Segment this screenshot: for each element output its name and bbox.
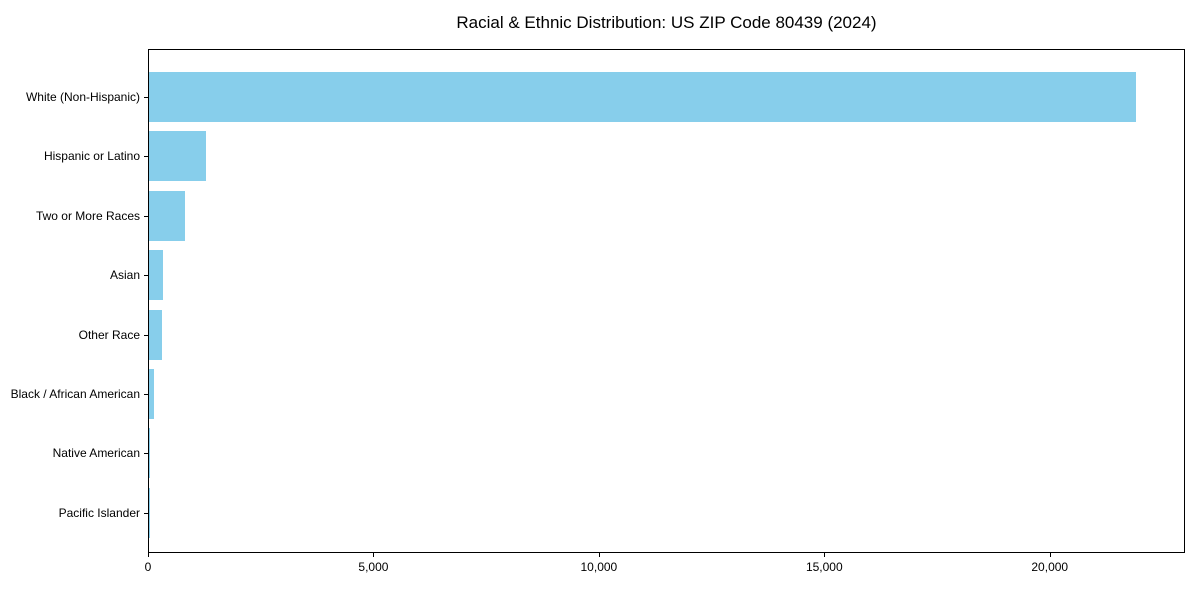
y-tick-label: White (Non-Hispanic) <box>25 90 140 104</box>
y-tick-mark <box>144 275 148 277</box>
x-tick-label: 0 <box>144 560 152 574</box>
bar-asian <box>149 250 163 301</box>
y-tick-label: Two or More Races <box>35 208 140 223</box>
y-tick-mark <box>144 334 148 336</box>
y-tick-label: Hispanic or Latino <box>43 149 140 164</box>
bar-two-or-more-races <box>149 190 185 241</box>
x-tick-mark <box>1049 553 1051 557</box>
x-tick-mark <box>148 553 149 557</box>
y-tick-label: Black / African American <box>10 387 140 401</box>
y-tick-label: Asian <box>109 268 140 283</box>
plot-area <box>148 49 1185 553</box>
bar-native-american <box>149 428 151 479</box>
x-tick-mark <box>824 553 826 557</box>
y-tick-mark <box>144 215 148 217</box>
bar-hispanic-or-latino <box>149 131 206 182</box>
y-tick-mark <box>144 97 148 98</box>
y-tick-label: Native American <box>52 446 140 461</box>
y-tick-mark <box>144 453 148 455</box>
x-tick-mark <box>598 553 600 557</box>
x-tick-label: 5,000 <box>358 560 389 574</box>
bar-black-african-american <box>149 369 154 419</box>
bar-other-race <box>149 309 162 360</box>
x-tick-mark <box>373 553 375 557</box>
x-tick-label: 15,000 <box>805 560 843 574</box>
y-tick-mark <box>144 512 148 514</box>
y-tick-mark <box>144 156 148 158</box>
bar-white-non-hispanic <box>149 72 1137 122</box>
y-tick-label: Pacific Islander <box>58 505 140 520</box>
chart-title: Racial & Ethnic Distribution: US ZIP Cod… <box>456 13 877 32</box>
y-tick-label: Other Race <box>78 327 140 342</box>
x-tick-label: 20,000 <box>1031 560 1069 574</box>
x-tick-label: 10,000 <box>580 560 618 574</box>
y-tick-mark <box>144 394 148 395</box>
